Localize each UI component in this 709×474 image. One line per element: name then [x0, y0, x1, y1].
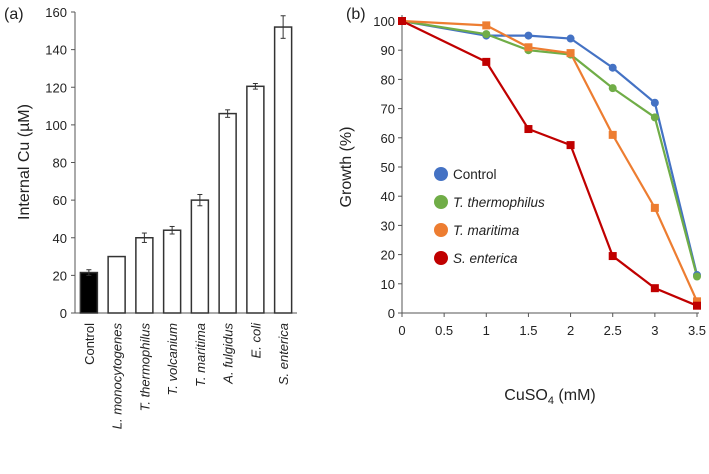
y-tick-label: 120	[45, 80, 67, 95]
data-point	[566, 141, 575, 150]
series-line	[401, 19, 699, 277]
data-point	[693, 272, 701, 281]
data-point	[566, 34, 575, 43]
y-tick-label: 140	[45, 43, 67, 58]
data-point	[524, 31, 533, 40]
x-tick-label: 2	[567, 323, 574, 338]
data-point	[566, 49, 575, 58]
legend-label: Control	[453, 167, 497, 182]
bar	[135, 237, 154, 314]
x-tick-label: 0.5	[435, 323, 453, 338]
data-point	[524, 125, 533, 134]
y-tick-label: 160	[45, 5, 67, 20]
y-tick-label: 50	[381, 160, 395, 175]
legend-marker	[434, 167, 448, 181]
y-tick-label: 90	[381, 43, 395, 58]
y-tick-label: 100	[45, 118, 67, 133]
data-point	[650, 113, 659, 122]
y-axis-label-a: Internal Cu (µM)	[16, 104, 33, 220]
y-tick-label: 40	[381, 189, 395, 204]
legend-label: T. maritima	[453, 223, 520, 238]
y-tick-label: 40	[53, 231, 67, 246]
x-tick-label: 3.5	[688, 323, 706, 338]
y-tick-label: 70	[381, 102, 395, 117]
x-tick-label: 3	[651, 323, 658, 338]
data-point	[608, 63, 617, 72]
y-tick-label: 80	[53, 156, 67, 171]
y-tick-label: 100	[373, 14, 395, 29]
legend-label: S. enterica	[453, 251, 518, 266]
bar	[246, 85, 265, 314]
y-tick-label: 60	[53, 193, 67, 208]
data-point	[650, 203, 659, 212]
line-chart: 0 10 20 30 40 50 60 70 80 90 100 0 0.5 1 1.5 2 2.5 3 3.5 Co…	[373, 14, 706, 338]
category-label: Control	[82, 323, 97, 365]
category-label: T. volcanium	[165, 323, 180, 396]
y-tick-label: 20	[381, 248, 395, 263]
y-tick-label: 30	[381, 218, 395, 233]
data-point	[608, 84, 617, 93]
bar	[79, 271, 99, 314]
panel-label-b: (b)	[346, 6, 366, 23]
data-point	[693, 297, 701, 306]
series-line	[401, 19, 699, 276]
data-point	[398, 17, 406, 25]
data-point	[524, 43, 533, 52]
series-line	[401, 20, 698, 307]
y-axis-label-b: Growth (%)	[338, 127, 355, 208]
legend-marker	[434, 195, 448, 209]
category-label: A. fulgidus	[221, 323, 236, 385]
data-point	[650, 284, 659, 293]
x-tick-label: 1	[483, 323, 490, 338]
category-label: L. monocytogenes	[110, 323, 125, 430]
data-point	[693, 301, 701, 310]
x-axis-label-b: CuSO4 (mM)	[504, 387, 595, 407]
x-tick-label: 1.5	[519, 323, 537, 338]
y-tick-label: 0	[388, 306, 395, 321]
panel-label-a: (a)	[4, 6, 24, 23]
bar	[162, 229, 182, 314]
category-label: T. maritima	[193, 323, 208, 387]
bar	[107, 255, 126, 314]
data-point	[482, 21, 491, 30]
category-label: E. coli	[248, 322, 263, 359]
data-point	[482, 57, 491, 66]
data-point	[482, 30, 491, 39]
y-tick-label: 60	[381, 131, 395, 146]
legend-label: T. thermophilus	[453, 195, 545, 210]
y-tick-label: 20	[53, 268, 67, 283]
data-point	[608, 130, 617, 139]
x-tick-label: 2.5	[604, 323, 622, 338]
y-tick-label: 10	[381, 277, 395, 292]
legend-marker	[434, 223, 448, 237]
bar-chart: 0 20 40 60 80 100 120 140 160 Control L. monocytog…	[45, 5, 297, 429]
bar	[190, 199, 210, 314]
data-point	[650, 98, 659, 107]
legend-marker	[434, 251, 448, 265]
bar	[273, 26, 293, 314]
bar	[218, 112, 237, 314]
x-tick-label: 0	[398, 323, 405, 338]
category-label: T. thermophilus	[137, 323, 152, 412]
data-point	[608, 252, 617, 261]
y-tick-label: 0	[60, 306, 67, 321]
y-tick-label: 80	[381, 72, 395, 87]
category-label: S. enterica	[276, 323, 291, 385]
